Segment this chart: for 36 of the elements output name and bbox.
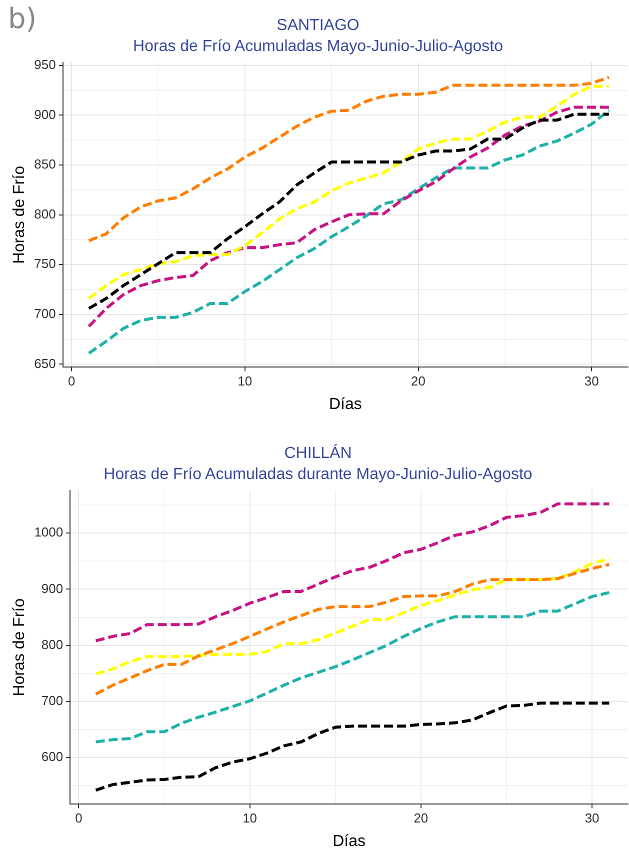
y-axis-title: Horas de Frío <box>11 598 28 696</box>
y-tick-label: 800 <box>34 206 56 222</box>
x-axis-title: Días <box>328 396 362 413</box>
x-tick-label: 20 <box>414 810 428 826</box>
line-series <box>87 84 610 300</box>
y-tick-label: 900 <box>34 106 56 122</box>
x-tick-label: 20 <box>411 374 426 389</box>
y-tick-label: 700 <box>41 693 64 708</box>
line-series <box>94 591 611 744</box>
y-tick-label: 750 <box>34 256 56 272</box>
x-axis-title: Días <box>332 832 366 850</box>
chart-subtitle: Horas de Frío Acumuladas Mayo-Junio-Julio-Agosto <box>133 38 504 56</box>
y-tick-label: 800 <box>41 636 64 652</box>
line-series <box>94 563 611 696</box>
y-tick-label: 700 <box>34 306 56 321</box>
x-tick-label: 0 <box>68 374 76 389</box>
x-tick-label: 0 <box>75 810 82 826</box>
y-axis-title: Horas de Frío <box>11 166 28 264</box>
y-tick-label: 650 <box>34 356 56 371</box>
line-series <box>94 502 611 642</box>
line-series <box>87 76 610 242</box>
y-tick-label: 1000 <box>34 524 64 540</box>
chart-title: CHILLÁN <box>284 444 352 462</box>
line-series <box>94 702 611 792</box>
chart-subtitle: Horas de Frío Acumuladas durante Mayo-Junio-Julio-Agosto <box>104 466 532 484</box>
x-tick-label: 10 <box>242 810 258 826</box>
x-tick-label: 30 <box>584 374 599 389</box>
x-tick-label: 10 <box>238 374 252 389</box>
x-tick-label: 30 <box>584 810 600 826</box>
text: b) <box>8 2 37 35</box>
y-tick-label: 900 <box>41 580 64 596</box>
y-tick-label: 600 <box>41 749 64 764</box>
line-series <box>94 557 611 676</box>
y-tick-label: 950 <box>34 56 56 72</box>
y-tick-label: 850 <box>34 156 56 172</box>
chart-title: SANTIAGO <box>276 17 360 34</box>
